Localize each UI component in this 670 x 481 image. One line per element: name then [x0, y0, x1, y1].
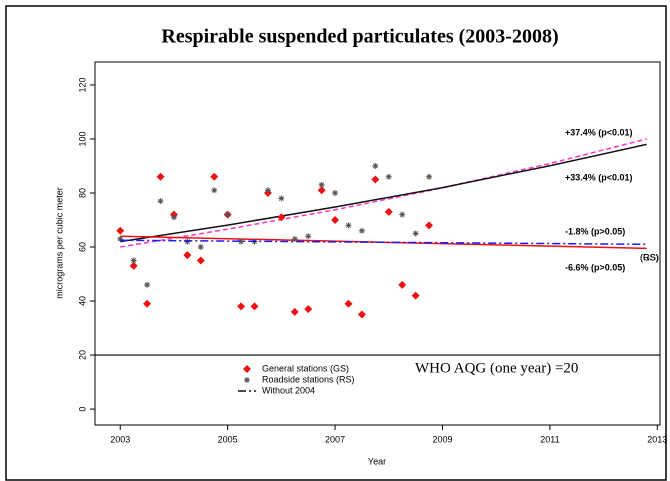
point: [170, 214, 177, 221]
point: [196, 256, 205, 265]
trend-label: +33.4% (p<0.01): [565, 172, 633, 182]
point: [130, 257, 137, 264]
trend-tag: (RS): [640, 252, 659, 262]
point: [357, 310, 366, 319]
point: [210, 172, 219, 181]
x-tick-label: 2007: [325, 434, 345, 444]
point: [250, 302, 259, 311]
point: [144, 281, 151, 288]
y-axis-label: micrograms per cubic meter: [54, 187, 64, 299]
reference-label: WHO AQG (one year) =20: [415, 360, 578, 376]
x-tick-label: 2011: [540, 434, 559, 444]
point: [277, 213, 286, 222]
trend-label: -6.6% (p>0.05): [565, 262, 625, 272]
trend-line: [120, 138, 647, 248]
point: [385, 173, 392, 180]
x-axis-label: Year: [368, 456, 386, 466]
y-tick-label: 100: [77, 131, 87, 146]
chart-title: Respirable suspended particulates (2003-…: [161, 26, 558, 48]
y-tick-label: 0: [77, 407, 87, 412]
point: [332, 189, 339, 196]
trend-line: [120, 143, 647, 243]
point: [117, 235, 124, 242]
point: [317, 186, 326, 195]
point: [344, 299, 353, 308]
point: [278, 195, 285, 202]
legend-label: Without 2004: [262, 385, 315, 395]
legend-marker: [243, 365, 251, 373]
legend-label: Roadside stations (RS): [262, 374, 355, 384]
series-label: -1.8% (p>0.05): [565, 226, 625, 236]
point: [291, 235, 298, 242]
point: [345, 222, 352, 229]
trend-label: +37.4% (p<0.01): [565, 127, 633, 137]
point: [184, 238, 191, 245]
point: [290, 307, 299, 316]
point: [116, 226, 125, 235]
point: [143, 299, 152, 308]
point: [157, 198, 164, 205]
point: [358, 227, 365, 234]
y-tick-label: 40: [77, 296, 87, 306]
line: [120, 239, 647, 246]
legend-label: General stations (GS): [262, 363, 349, 373]
point: [237, 302, 246, 311]
point: [156, 172, 165, 181]
point: [197, 244, 204, 251]
point: [372, 162, 379, 169]
point: [224, 211, 231, 218]
point: [412, 230, 419, 237]
point: [318, 181, 325, 188]
point: [384, 207, 393, 216]
point: [211, 187, 218, 194]
point: [399, 211, 406, 218]
plot-frame: [94, 61, 661, 426]
point: [129, 261, 138, 270]
point: [331, 216, 340, 225]
point: [398, 280, 407, 289]
x-tick-label: 2005: [218, 434, 238, 444]
x-tick-label: 2013: [647, 434, 667, 444]
point: [305, 233, 312, 240]
point: [264, 187, 271, 194]
trend-tag: (GS): [640, 252, 659, 262]
y-tick-label: 80: [77, 188, 87, 198]
point: [371, 175, 380, 184]
x-tick-label: 2009: [432, 434, 452, 444]
point: [411, 291, 420, 300]
y-tick-label: 60: [77, 242, 87, 252]
y-tick-label: 20: [77, 350, 87, 360]
x-tick-label: 2003: [110, 434, 130, 444]
point: [425, 221, 434, 230]
point: [426, 173, 433, 180]
frame: [5, 5, 667, 481]
point: [304, 305, 313, 314]
y-tick-label: 120: [77, 77, 87, 92]
point: [238, 238, 245, 245]
legend-marker: [244, 377, 250, 383]
point: [183, 251, 192, 260]
